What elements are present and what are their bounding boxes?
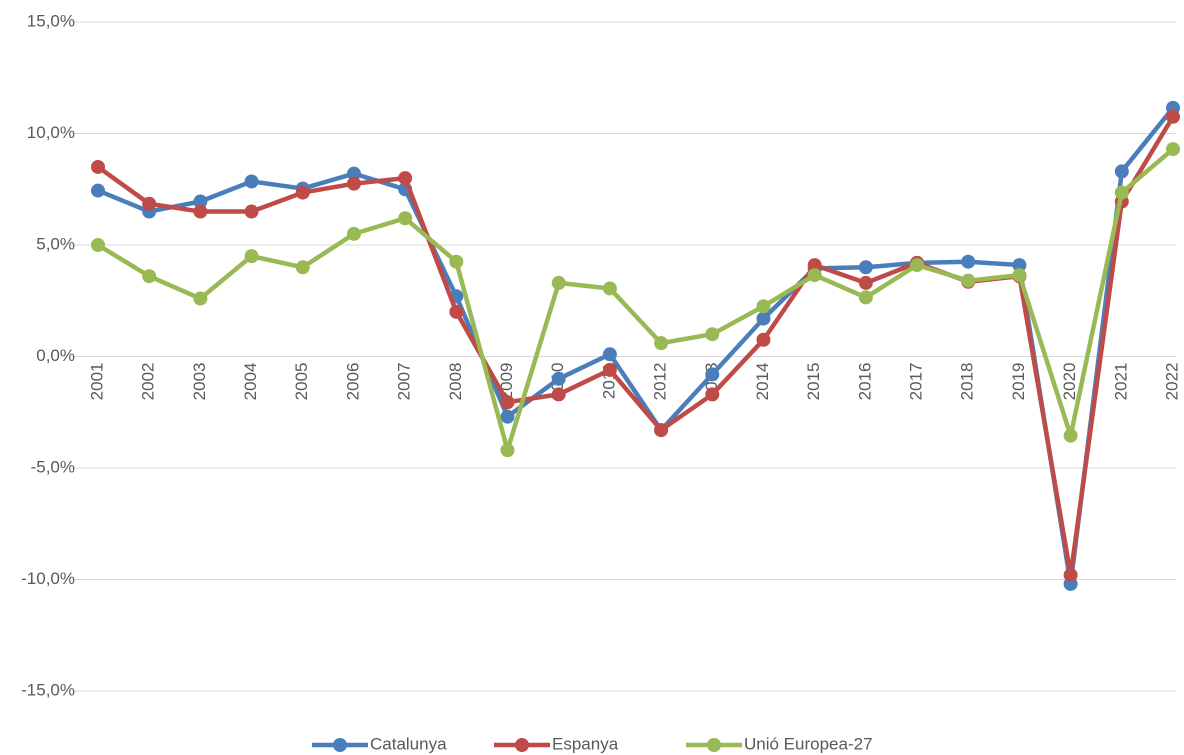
data-point — [1166, 142, 1180, 157]
data-point — [551, 371, 566, 386]
y-tick-label: 10,0% — [27, 123, 75, 142]
data-point — [500, 395, 515, 410]
data-point — [602, 362, 617, 377]
legend-label: Espanya — [552, 734, 619, 753]
x-tick-label: 2022 — [1162, 363, 1181, 401]
legend-label: Unió Europea-27 — [744, 734, 873, 753]
data-point — [602, 347, 617, 362]
data-point — [807, 268, 822, 283]
x-tick-label: 2014 — [753, 363, 772, 401]
data-point — [91, 183, 105, 198]
data-point — [398, 211, 413, 226]
x-tick-label: 2003 — [190, 363, 209, 401]
data-point — [346, 176, 361, 191]
data-point — [142, 269, 157, 284]
data-point — [961, 254, 976, 269]
data-point — [1114, 185, 1129, 200]
data-point — [142, 196, 157, 211]
data-point — [295, 260, 310, 275]
data-point — [91, 238, 105, 252]
data-point — [500, 443, 515, 458]
data-point — [1166, 109, 1180, 124]
x-tick-label: 2012 — [651, 363, 670, 401]
legend-label: Catalunya — [370, 734, 447, 753]
data-point — [654, 423, 669, 438]
data-point — [193, 291, 208, 306]
x-tick-label: 2002 — [139, 363, 158, 401]
y-tick-label: -15,0% — [21, 680, 75, 699]
x-tick-label: 2016 — [855, 363, 874, 401]
data-point — [449, 254, 464, 269]
data-point — [910, 258, 925, 273]
data-point — [1012, 258, 1027, 273]
x-tick-label: 2018 — [958, 363, 977, 401]
x-tick-label: 2020 — [1060, 363, 1079, 401]
data-point — [756, 299, 771, 314]
data-point — [346, 166, 361, 181]
series-line — [97, 106, 1175, 587]
data-point — [244, 174, 259, 189]
y-tick-label: 5,0% — [36, 234, 75, 253]
x-tick-label: 2006 — [343, 363, 362, 401]
y-tick-label: -5,0% — [31, 457, 75, 476]
data-point — [193, 204, 208, 219]
data-point — [1012, 268, 1027, 283]
data-point — [551, 387, 566, 402]
data-point — [244, 249, 259, 264]
data-point — [705, 387, 720, 402]
data-point — [1114, 164, 1129, 179]
data-point — [705, 327, 720, 342]
data-point — [654, 336, 669, 351]
data-point — [858, 275, 873, 290]
data-point — [398, 171, 413, 186]
data-point — [193, 194, 208, 209]
data-point — [961, 273, 976, 288]
series-line — [96, 115, 1175, 578]
data-point — [602, 281, 617, 296]
series-line — [96, 147, 1175, 453]
data-point — [807, 258, 822, 273]
data-point — [1063, 428, 1078, 443]
x-tick-label: 2008 — [446, 363, 465, 401]
legend-marker — [515, 738, 529, 752]
x-tick-label: 2005 — [292, 363, 311, 401]
x-tick-label: 2015 — [804, 363, 823, 401]
data-point — [244, 204, 259, 219]
legend-marker — [333, 738, 347, 752]
data-point — [1063, 568, 1078, 583]
data-point — [756, 332, 771, 347]
data-point — [858, 290, 873, 305]
y-tick-label: 15,0% — [27, 11, 75, 30]
y-tick-label: -10,0% — [21, 569, 75, 588]
data-point — [449, 304, 464, 319]
data-point — [500, 409, 515, 424]
data-point — [91, 159, 105, 174]
x-tick-label: 2017 — [907, 363, 926, 401]
x-tick-label: 2021 — [1111, 363, 1130, 401]
x-tick-label: 2004 — [241, 363, 260, 401]
y-tick-label: 0,0% — [36, 346, 75, 365]
x-tick-label: 2007 — [395, 363, 414, 401]
data-point — [346, 226, 361, 241]
data-point — [705, 367, 720, 382]
x-tick-label: 2019 — [1009, 363, 1028, 401]
data-point — [295, 185, 310, 200]
data-point — [551, 275, 566, 290]
data-point — [756, 311, 771, 326]
legend-marker — [707, 738, 721, 752]
x-tick-label: 2001 — [87, 363, 106, 401]
data-point — [858, 260, 873, 275]
